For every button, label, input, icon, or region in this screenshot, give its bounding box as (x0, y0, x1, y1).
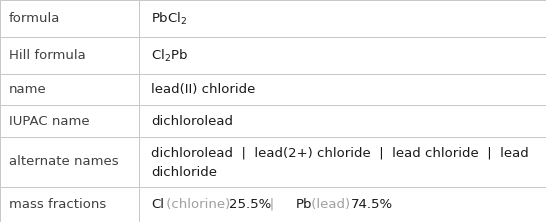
Bar (139, 187, 546, 222)
Bar (0, 187, 139, 222)
Text: mass fractions: mass fractions (9, 198, 106, 211)
Bar (0, 74, 139, 105)
Text: formula: formula (9, 12, 60, 25)
Bar (0, 105, 139, 137)
Text: 25.5%: 25.5% (229, 198, 271, 211)
Text: (lead): (lead) (307, 198, 354, 211)
Text: name: name (9, 83, 46, 96)
Text: dichlorolead  |  lead(2+) chloride  |  lead chloride  |  lead: dichlorolead | lead(2+) chloride | lead … (151, 147, 529, 160)
Bar (0, 137, 139, 187)
Text: PbCl$_2$: PbCl$_2$ (151, 10, 188, 27)
Bar (139, 0, 546, 37)
Text: Cl$_2$Pb: Cl$_2$Pb (151, 48, 188, 64)
Text: dichlorolead: dichlorolead (151, 115, 233, 128)
Text: dichloride: dichloride (151, 166, 217, 179)
Bar (0, 0, 139, 37)
Text: IUPAC name: IUPAC name (9, 115, 90, 128)
Text: (chlorine): (chlorine) (162, 198, 235, 211)
Bar (139, 105, 546, 137)
Bar (139, 37, 546, 74)
Text: |: | (257, 198, 287, 211)
Text: alternate names: alternate names (9, 155, 118, 168)
Bar (0, 37, 139, 74)
Text: Cl: Cl (151, 198, 164, 211)
Text: lead(II) chloride: lead(II) chloride (151, 83, 256, 96)
Bar (139, 74, 546, 105)
Text: Pb: Pb (295, 198, 312, 211)
Text: 74.5%: 74.5% (351, 198, 393, 211)
Bar (139, 137, 546, 187)
Text: Hill formula: Hill formula (9, 49, 86, 62)
